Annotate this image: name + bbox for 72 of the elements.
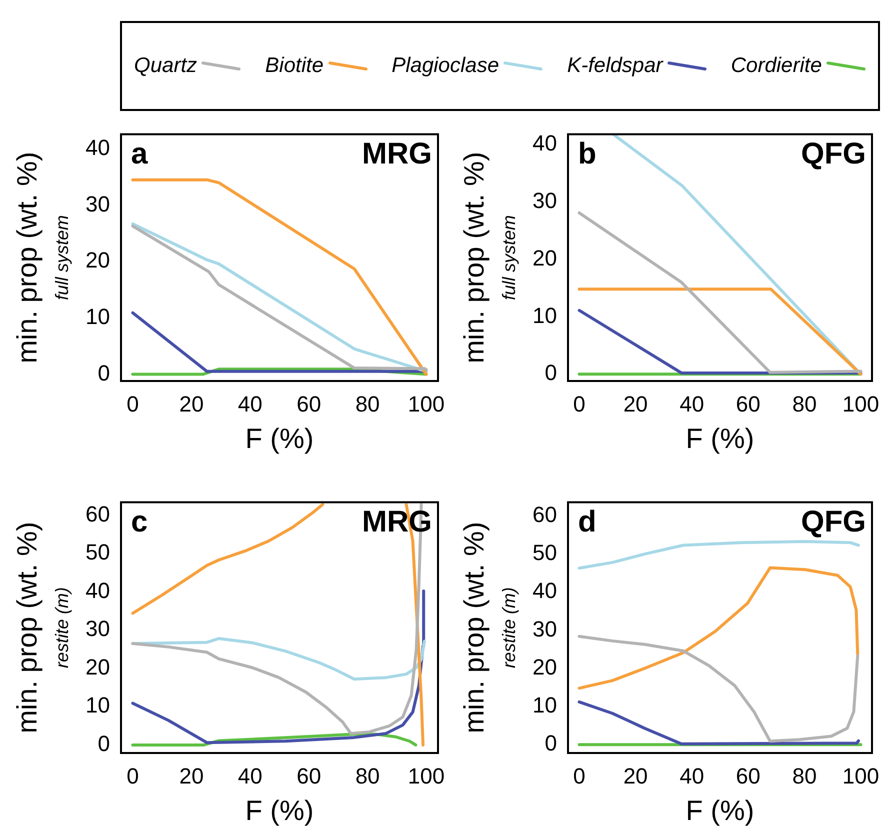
y-tick-label: 20 — [532, 654, 557, 680]
y-tick-label: 0 — [544, 360, 557, 386]
y-tick-label: 20 — [86, 654, 110, 680]
legend-label: Biotite — [265, 54, 324, 78]
x-tick-label: 80 — [792, 391, 817, 416]
x-tick-label: 40 — [238, 763, 262, 788]
annotation: b — [578, 137, 596, 170]
y-tick-label: 10 — [532, 302, 557, 328]
y-tick-label: 30 — [86, 191, 110, 216]
x-tick-label: 100 — [408, 763, 445, 788]
y-tick-label: 0 — [98, 731, 110, 756]
y-tick-label: 30 — [532, 188, 557, 213]
x-tick-label: 20 — [179, 391, 204, 416]
y-axis-title: min. prop (wt. %) — [12, 522, 43, 734]
x-tick-label: 60 — [736, 763, 760, 788]
legend-label: Quartz — [134, 54, 198, 78]
x-tick-label: 20 — [179, 763, 204, 788]
text: restite (m) — [499, 587, 519, 668]
x-axis-title: F (%) — [686, 422, 754, 454]
x-tick-label: 40 — [680, 391, 704, 416]
y-axis-title: min. prop (wt. %) — [12, 152, 43, 364]
x-axis-title: F (%) — [686, 794, 754, 826]
text: full system — [52, 215, 72, 300]
annotation: QFG — [801, 505, 866, 538]
y-axis-title: min. prop (wt. %) — [458, 152, 490, 364]
legend-label: Cordierite — [730, 54, 822, 78]
y-tick-label: 50 — [86, 540, 110, 565]
x-tick-label: 100 — [842, 763, 880, 788]
x-tick-label: 0 — [573, 763, 586, 788]
y-tick-label: 60 — [532, 502, 557, 527]
y-tick-label: 40 — [532, 578, 557, 604]
x-tick-label: 100 — [842, 391, 880, 416]
annotation: QFG — [801, 137, 866, 170]
x-tick-label: 80 — [792, 763, 817, 788]
x-axis-title: F (%) — [245, 794, 314, 826]
y-tick-label: 10 — [532, 692, 557, 718]
x-tick-label: 0 — [573, 391, 586, 416]
y-tick-label: 20 — [86, 248, 110, 273]
x-tick-label: 40 — [680, 763, 704, 788]
text: full system — [499, 215, 519, 300]
annotation: MRG — [362, 137, 432, 170]
legend-label: Plagioclase — [392, 54, 499, 78]
text: restite (m) — [52, 587, 72, 668]
x-tick-label: 20 — [623, 763, 648, 788]
annotation: c — [131, 505, 148, 538]
y-tick-label: 30 — [532, 616, 557, 642]
y-tick-label: 50 — [532, 540, 557, 566]
y-tick-label: 40 — [532, 130, 557, 156]
y-tick-label: 40 — [86, 578, 110, 603]
x-tick-label: 60 — [736, 391, 760, 416]
y-tick-label: 40 — [86, 134, 110, 160]
x-tick-label: 0 — [126, 763, 139, 788]
y-tick-label: 30 — [86, 616, 110, 642]
x-tick-label: 60 — [296, 763, 322, 788]
y-tick-label: 10 — [86, 304, 110, 329]
x-tick-label: 100 — [408, 391, 445, 416]
y-tick-label: 60 — [86, 501, 110, 526]
y-axis-title: min. prop (wt. %) — [458, 522, 490, 734]
x-tick-label: 20 — [623, 391, 648, 416]
y-tick-label: 20 — [532, 245, 557, 270]
y-tick-label: 10 — [86, 692, 110, 718]
annotation: d — [578, 505, 596, 538]
annotation: a — [131, 137, 148, 170]
x-tick-label: 40 — [238, 391, 262, 416]
x-tick-label: 60 — [296, 391, 322, 416]
x-tick-label: 80 — [355, 391, 380, 416]
y-tick-label: 0 — [98, 360, 110, 386]
x-tick-label: 80 — [355, 763, 380, 788]
legend-label: K-feldspar — [567, 54, 663, 78]
x-axis-title: F (%) — [245, 422, 314, 454]
y-tick-label: 0 — [544, 730, 557, 756]
x-tick-label: 0 — [126, 391, 139, 416]
